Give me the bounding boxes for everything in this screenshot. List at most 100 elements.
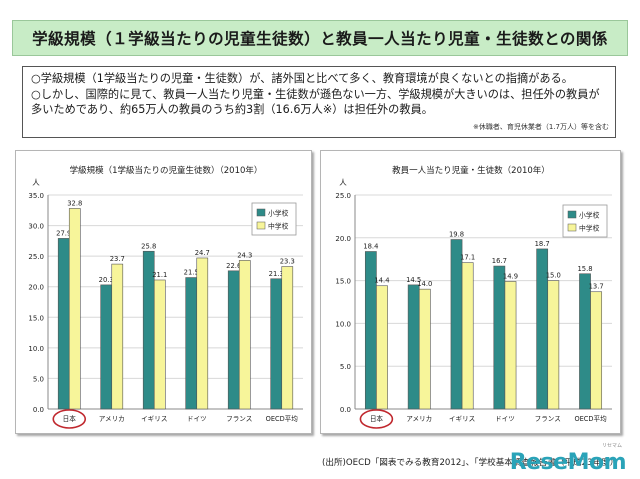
y-axis-unit: 人	[339, 178, 347, 187]
page-title: 学級規模（１学級当たりの児童生徒数）と教員一人当たり児童・生徒数との関係	[12, 20, 628, 56]
bar-elementary	[227, 270, 240, 410]
data-label: 18.7	[535, 240, 550, 248]
chart-title: 教員一人当たり児童・生徒数（2010年）	[392, 165, 550, 176]
legend-box	[251, 202, 297, 236]
data-label: 25.8	[141, 242, 156, 250]
bar-junior-high	[238, 260, 251, 410]
y-tick-label: 0.0	[340, 406, 351, 414]
bar-elementary	[579, 273, 591, 410]
y-tick-label: 30.0	[28, 223, 44, 231]
x-tick-label: ドイツ	[187, 415, 207, 423]
data-label: 21.5	[184, 269, 199, 277]
x-tick-label: ドイツ	[495, 415, 515, 423]
bar-junior-high	[547, 280, 560, 410]
bar-elementary	[407, 284, 420, 410]
y-axis-unit: 人	[32, 178, 40, 187]
bar-elementary	[100, 284, 113, 410]
legend-swatch	[256, 221, 266, 230]
y-tick-label: 15.0	[335, 278, 351, 286]
source-note: (出所)OECD「図表でみる教育2012」、「学校基本調査報告書（平成23年度）…	[322, 458, 623, 468]
data-label: 17.1	[460, 254, 475, 262]
bar-junior-high	[68, 208, 81, 410]
chart-title: 学級規模（1学級当たりの児童生徒数）（2010年）	[70, 165, 263, 176]
resemom-logo: ReseMom	[509, 450, 627, 475]
bar-elementary	[185, 277, 198, 410]
summary-box: ○学級規模（1学級当たりの児童・生徒数）が、諸外国と比べて多く、教育環境が良くな…	[22, 66, 616, 138]
data-label: 14.5	[406, 276, 421, 284]
chart-students-per-teacher: 教員一人当たり児童・生徒数（2010年） 人 0.0 5.0 10.0 15.0 20.0 2…	[320, 150, 621, 434]
bar-junior-high	[281, 266, 294, 410]
y-tick-label: 25.0	[28, 253, 44, 261]
bar-junior-high	[153, 279, 166, 410]
y-tick-label: 0.0	[33, 406, 44, 414]
legend-box	[562, 204, 608, 238]
data-label: 24.3	[237, 251, 252, 259]
bar-junior-high	[461, 262, 474, 410]
data-label: 20.3	[99, 276, 114, 284]
chart-class-size-svg: 学級規模（1学級当たりの児童生徒数）（2010年） 人 0.0 5.0 10.0 15.0…	[28, 165, 303, 429]
data-label: 23.3	[280, 258, 295, 266]
y-tick-label: 5.0	[340, 363, 351, 371]
bar-elementary	[270, 278, 283, 410]
bar-elementary	[493, 265, 506, 410]
legend-swatch	[256, 208, 266, 217]
y-tick-label: 20.0	[28, 284, 44, 292]
bar-elementary	[57, 238, 70, 410]
data-label: 24.7	[195, 249, 210, 257]
data-label: 18.4	[363, 242, 378, 250]
bar-elementary	[450, 239, 463, 410]
data-label: 21.3	[269, 270, 284, 278]
highlight-circle	[52, 409, 87, 429]
x-tick-label: イギリス	[141, 415, 167, 423]
bar-junior-high	[590, 291, 603, 410]
x-tick-label: 日本	[63, 414, 77, 423]
footnote: ※休職者、育児休業者（1.7万人）等を含む	[473, 122, 609, 131]
data-label: 16.7	[492, 257, 507, 265]
data-label: 13.7	[589, 283, 604, 291]
bar-junior-high	[418, 288, 431, 410]
x-tick-label: OECD平均	[266, 414, 299, 423]
x-tick-label: フランス	[535, 415, 561, 423]
highlight-circle	[359, 409, 394, 429]
legend-label: 小学校	[268, 209, 289, 218]
x-tick-label: OECD平均	[574, 414, 607, 423]
data-label: 14.4	[374, 277, 389, 285]
bar-junior-high	[504, 281, 517, 410]
data-label: 15.8	[577, 265, 592, 273]
data-label: 19.8	[449, 231, 464, 239]
legend-label: 小学校	[579, 211, 600, 220]
x-tick-label: フランス	[226, 415, 252, 423]
bar-junior-high	[376, 285, 388, 410]
data-label: 14.9	[503, 272, 518, 280]
x-tick-label: アメリカ	[406, 415, 432, 423]
logo-caption: リセマム	[601, 443, 622, 449]
y-tick-label: 15.0	[28, 314, 44, 322]
data-label: 32.8	[67, 199, 82, 207]
bar-junior-high	[111, 263, 124, 410]
bar-junior-high	[196, 257, 209, 410]
y-tick-label: 35.0	[28, 192, 44, 200]
legend-label: 中学校	[268, 222, 289, 231]
data-label: 14.0	[417, 280, 432, 288]
y-tick-label: 5.0	[33, 375, 44, 383]
y-tick-label: 20.0	[335, 235, 351, 243]
data-label: 21.1	[152, 271, 167, 279]
y-tick-label: 10.0	[28, 345, 44, 353]
x-tick-label: イギリス	[449, 415, 475, 423]
chart-students-per-teacher-svg: 教員一人当たり児童・生徒数（2010年） 人 0.0 5.0 10.0 15.0 20.0 2…	[335, 165, 612, 429]
legend-swatch	[567, 223, 577, 232]
legend-swatch	[567, 210, 577, 219]
data-label: 22.6	[226, 262, 241, 270]
summary-bullet-2: ○しかし、国際的に見て、教員一人当たり児童・生徒数が遜色ない一方、学級規模が大き…	[31, 87, 600, 117]
x-tick-label: 日本	[370, 414, 384, 423]
legend-label: 中学校	[579, 224, 600, 233]
data-label: 27.9	[56, 229, 71, 237]
y-tick-label: 25.0	[335, 192, 351, 200]
data-label: 23.7	[110, 255, 125, 263]
y-tick-label: 10.0	[335, 320, 351, 328]
data-label: 15.0	[546, 272, 561, 280]
summary-bullet-1: ○学級規模（1学級当たりの児童・生徒数）が、諸外国と比べて多く、教育環境が良くな…	[31, 72, 573, 85]
bar-elementary	[364, 251, 377, 410]
